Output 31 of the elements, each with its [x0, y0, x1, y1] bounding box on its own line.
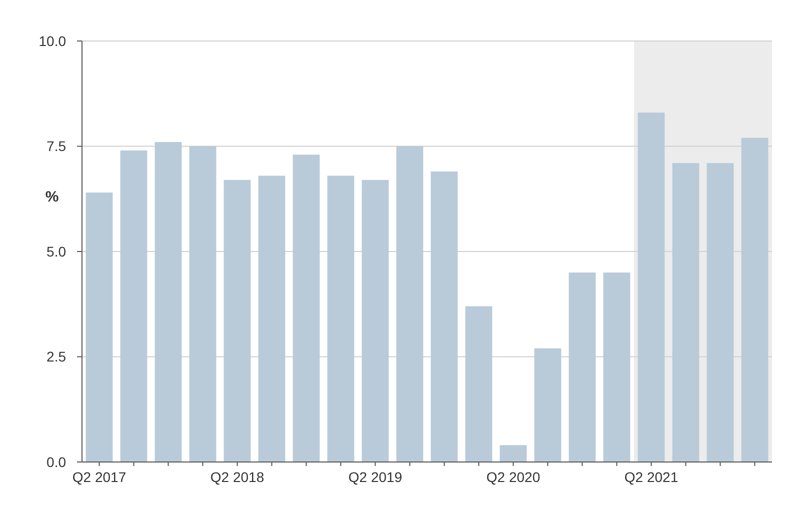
bar [258, 176, 286, 462]
x-tick-label: Q2 2017 [72, 469, 126, 485]
bar [189, 146, 216, 462]
bar [396, 146, 424, 462]
x-tick-label: Q2 2020 [486, 469, 540, 485]
bar [741, 138, 768, 462]
bar [638, 112, 665, 462]
y-tick-label: 5.0 [46, 243, 66, 260]
x-tick-label: Q2 2018 [210, 469, 264, 485]
bar [465, 306, 492, 462]
y-tick-label: 10.0 [38, 32, 66, 49]
bar [672, 163, 700, 462]
bar [706, 163, 734, 462]
bar [154, 142, 182, 462]
y-tick-label: 0.0 [46, 454, 66, 470]
bar [430, 172, 458, 462]
bar [568, 272, 596, 462]
bar [292, 154, 320, 462]
bar [120, 150, 148, 462]
bar [500, 445, 527, 462]
bar [362, 180, 389, 462]
bar [534, 348, 562, 462]
bar [224, 180, 251, 462]
x-tick-label: Q2 2019 [348, 469, 402, 485]
bar [603, 272, 630, 462]
bar [86, 192, 113, 462]
x-tick-label: Q2 2021 [624, 469, 678, 485]
y-tick-label: 2.5 [46, 348, 66, 365]
bar [327, 176, 354, 462]
y-axis-title: % [45, 188, 59, 206]
y-tick-label: 7.5 [46, 138, 66, 154]
